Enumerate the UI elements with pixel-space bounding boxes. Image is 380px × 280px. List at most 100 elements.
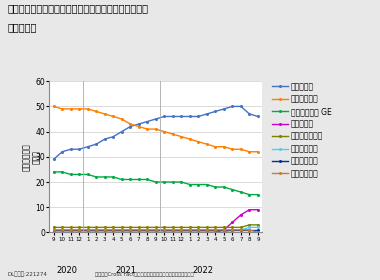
デュピクセント	[77, 226, 81, 229]
Line: プロトピック: プロトピック	[52, 105, 260, 153]
オルミエント	[77, 231, 81, 234]
タクロリムス GE	[171, 180, 175, 184]
リンヴォック	[136, 228, 141, 232]
Text: 2021: 2021	[116, 266, 136, 275]
Text: 2020: 2020	[56, 266, 77, 275]
モイゼルト	[179, 231, 184, 234]
モイゼルト	[51, 231, 56, 234]
プロトピック	[128, 122, 133, 126]
プロトピック	[94, 110, 98, 113]
サイバインコ	[136, 228, 141, 232]
モイゼルト	[145, 231, 150, 234]
リンヴォック	[162, 228, 166, 232]
タクロリムス GE	[213, 185, 218, 189]
サイバインコ	[256, 231, 260, 234]
サイバインコ	[86, 228, 90, 232]
サイバインコ	[77, 228, 81, 232]
オルミエント	[111, 231, 116, 234]
プロトピック	[154, 127, 158, 131]
モイゼルト	[68, 231, 73, 234]
プロトピック	[136, 125, 141, 128]
コレクチム	[204, 112, 209, 116]
オルミエント	[179, 231, 184, 234]
リンヴォック	[247, 228, 252, 232]
デュピクセント	[86, 226, 90, 229]
モイゼルト	[222, 228, 226, 232]
モイゼルト	[60, 231, 65, 234]
コレクチム	[154, 117, 158, 121]
モイゼルト	[86, 231, 90, 234]
デュピクセント	[239, 226, 243, 229]
コレクチム	[247, 112, 252, 116]
サイバインコ	[230, 228, 235, 232]
リンヴォック	[213, 228, 218, 232]
コレクチム	[86, 145, 90, 148]
リンヴォック	[128, 228, 133, 232]
タクロリムス GE	[154, 180, 158, 184]
オルミエント	[68, 231, 73, 234]
サイバインコ	[103, 228, 107, 232]
オルミエント	[154, 231, 158, 234]
モイゼルト	[94, 231, 98, 234]
モイゼルト	[213, 231, 218, 234]
プロトピック	[230, 148, 235, 151]
サイバインコ	[196, 228, 201, 232]
オルミエント	[204, 231, 209, 234]
モイゼルト	[77, 231, 81, 234]
プロトピック	[196, 140, 201, 143]
デュピクセント	[128, 226, 133, 229]
デュピクセント	[94, 226, 98, 229]
コレクチム	[111, 135, 116, 138]
オルミエント	[86, 231, 90, 234]
タクロリムス GE	[77, 173, 81, 176]
モイゼルト	[136, 231, 141, 234]
コレクチム	[103, 137, 107, 141]
リンヴォック	[103, 228, 107, 232]
サイバインコ	[239, 228, 243, 232]
サイバインコ	[247, 228, 252, 232]
リンヴォック	[230, 228, 235, 232]
タクロリムス GE	[136, 178, 141, 181]
デュピクセント	[196, 226, 201, 229]
サイバインコ	[60, 228, 65, 232]
サイバインコ	[68, 228, 73, 232]
タクロリムス GE	[222, 185, 226, 189]
コレクチム	[128, 125, 133, 128]
コレクチム	[68, 148, 73, 151]
タクロリムス GE	[103, 175, 107, 179]
コレクチム	[256, 115, 260, 118]
リンヴォック	[60, 228, 65, 232]
デュピクセント	[230, 226, 235, 229]
プロトピック	[77, 107, 81, 111]
モイゼルト	[119, 231, 124, 234]
リンヴォック	[239, 228, 243, 232]
タクロリムス GE	[162, 180, 166, 184]
コレクチム	[94, 143, 98, 146]
コレクチム	[171, 115, 175, 118]
タクロリムス GE	[111, 175, 116, 179]
サイバインコ	[119, 228, 124, 232]
モイゼルト	[256, 208, 260, 211]
デュピクセント	[119, 226, 124, 229]
Line: リンヴォック: リンヴォック	[52, 228, 260, 231]
コレクチム	[196, 115, 201, 118]
タクロリムス GE	[188, 183, 192, 186]
オルミエント	[256, 226, 260, 229]
プロトピック	[60, 107, 65, 111]
デュピクセント	[51, 226, 56, 229]
オルミエント	[222, 231, 226, 234]
プロトピック	[111, 115, 116, 118]
コレクチム	[222, 107, 226, 111]
コレクチム	[51, 158, 56, 161]
モイゼルト	[162, 231, 166, 234]
モイゼルト	[247, 208, 252, 211]
オルミエント	[188, 231, 192, 234]
タクロリムス GE	[68, 173, 73, 176]
リンヴォック	[145, 228, 150, 232]
プロトピック	[256, 150, 260, 153]
デュピクセント	[111, 226, 116, 229]
タクロリムス GE	[179, 180, 184, 184]
サイバインコ	[154, 228, 158, 232]
モイゼルト	[103, 231, 107, 234]
タクロリムス GE	[196, 183, 201, 186]
